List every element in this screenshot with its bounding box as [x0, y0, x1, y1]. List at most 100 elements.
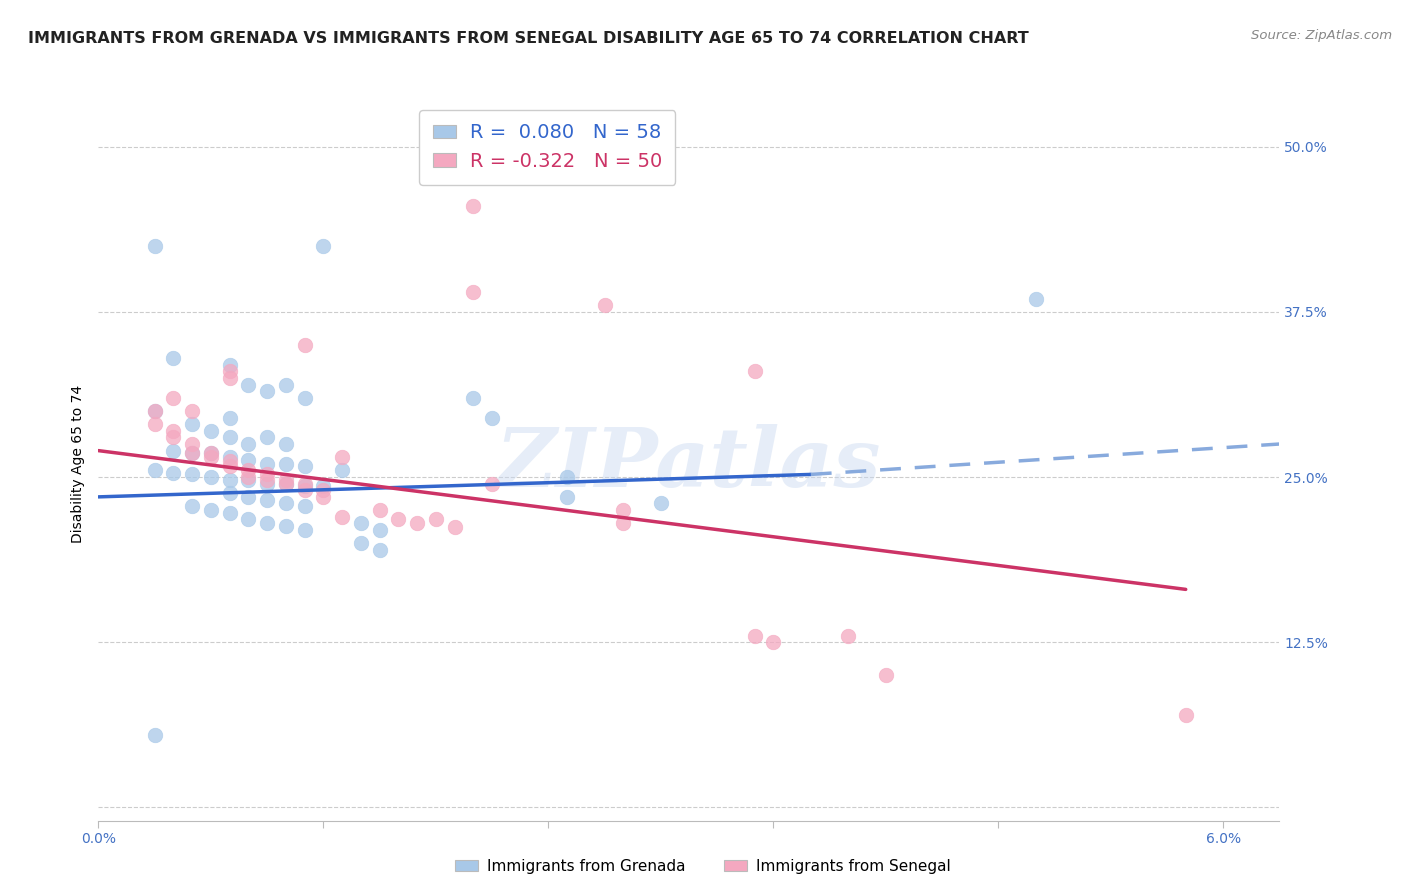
Point	[274, 377, 297, 392]
Point	[238, 437, 260, 451]
Text: ZIPatlas: ZIPatlas	[496, 424, 882, 504]
Point	[312, 479, 335, 493]
Point	[162, 424, 184, 438]
Point	[312, 239, 335, 253]
Point	[200, 470, 222, 484]
Point	[406, 516, 429, 531]
Point	[274, 437, 297, 451]
Point	[294, 459, 316, 474]
Point	[294, 499, 316, 513]
Point	[555, 490, 578, 504]
Point	[294, 523, 316, 537]
Text: Source: ZipAtlas.com: Source: ZipAtlas.com	[1251, 29, 1392, 42]
Point	[238, 470, 260, 484]
Point	[238, 453, 260, 467]
Point	[218, 459, 240, 474]
Point	[162, 466, 184, 480]
Point	[238, 463, 260, 477]
Point	[200, 503, 222, 517]
Point	[330, 509, 353, 524]
Point	[593, 298, 616, 312]
Point	[218, 358, 240, 372]
Point	[162, 351, 184, 365]
Point	[425, 512, 447, 526]
Point	[368, 542, 391, 557]
Point	[200, 446, 222, 460]
Point	[143, 404, 166, 418]
Point	[218, 506, 240, 520]
Point	[368, 503, 391, 517]
Point	[481, 410, 503, 425]
Point	[762, 635, 785, 649]
Legend: R =  0.080   N = 58, R = -0.322   N = 50: R = 0.080 N = 58, R = -0.322 N = 50	[419, 110, 675, 185]
Point	[181, 437, 204, 451]
Point	[218, 486, 240, 500]
Point	[368, 523, 391, 537]
Point	[330, 463, 353, 477]
Point	[238, 490, 260, 504]
Point	[555, 470, 578, 484]
Point	[256, 473, 278, 487]
Point	[443, 520, 465, 534]
Legend: Immigrants from Grenada, Immigrants from Senegal: Immigrants from Grenada, Immigrants from…	[449, 853, 957, 880]
Point	[387, 512, 409, 526]
Text: IMMIGRANTS FROM GRENADA VS IMMIGRANTS FROM SENEGAL DISABILITY AGE 65 TO 74 CORRE: IMMIGRANTS FROM GRENADA VS IMMIGRANTS FR…	[28, 31, 1029, 46]
Point	[463, 199, 485, 213]
Point	[650, 496, 672, 510]
Point	[312, 483, 335, 498]
Point	[256, 476, 278, 491]
Point	[294, 338, 316, 352]
Point	[162, 443, 184, 458]
Point	[256, 457, 278, 471]
Point	[238, 473, 260, 487]
Point	[294, 483, 316, 498]
Point	[181, 446, 204, 460]
Point	[350, 516, 373, 531]
Point	[1174, 707, 1197, 722]
Point	[200, 424, 222, 438]
Point	[143, 728, 166, 742]
Point	[274, 473, 297, 487]
Point	[294, 476, 316, 491]
Point	[463, 391, 485, 405]
Point	[218, 364, 240, 378]
Point	[143, 239, 166, 253]
Point	[274, 496, 297, 510]
Point	[1025, 292, 1047, 306]
Point	[312, 490, 335, 504]
Point	[256, 492, 278, 507]
Point	[256, 384, 278, 399]
Point	[612, 503, 634, 517]
Point	[218, 371, 240, 385]
Y-axis label: Disability Age 65 to 74: Disability Age 65 to 74	[72, 384, 86, 543]
Point	[181, 467, 204, 482]
Point	[330, 450, 353, 465]
Point	[744, 364, 766, 378]
Point	[181, 499, 204, 513]
Point	[181, 404, 204, 418]
Point	[350, 536, 373, 550]
Point	[162, 391, 184, 405]
Point	[256, 430, 278, 444]
Point	[274, 476, 297, 491]
Point	[238, 512, 260, 526]
Point	[274, 457, 297, 471]
Point	[875, 668, 897, 682]
Point	[612, 516, 634, 531]
Point	[744, 629, 766, 643]
Point	[218, 430, 240, 444]
Point	[274, 519, 297, 533]
Point	[274, 476, 297, 491]
Point	[238, 377, 260, 392]
Point	[162, 430, 184, 444]
Point	[143, 417, 166, 432]
Point	[200, 446, 222, 460]
Point	[256, 467, 278, 482]
Point	[463, 285, 485, 299]
Point	[143, 404, 166, 418]
Point	[200, 450, 222, 465]
Point	[294, 479, 316, 493]
Point	[218, 410, 240, 425]
Point	[837, 629, 859, 643]
Point	[218, 454, 240, 468]
